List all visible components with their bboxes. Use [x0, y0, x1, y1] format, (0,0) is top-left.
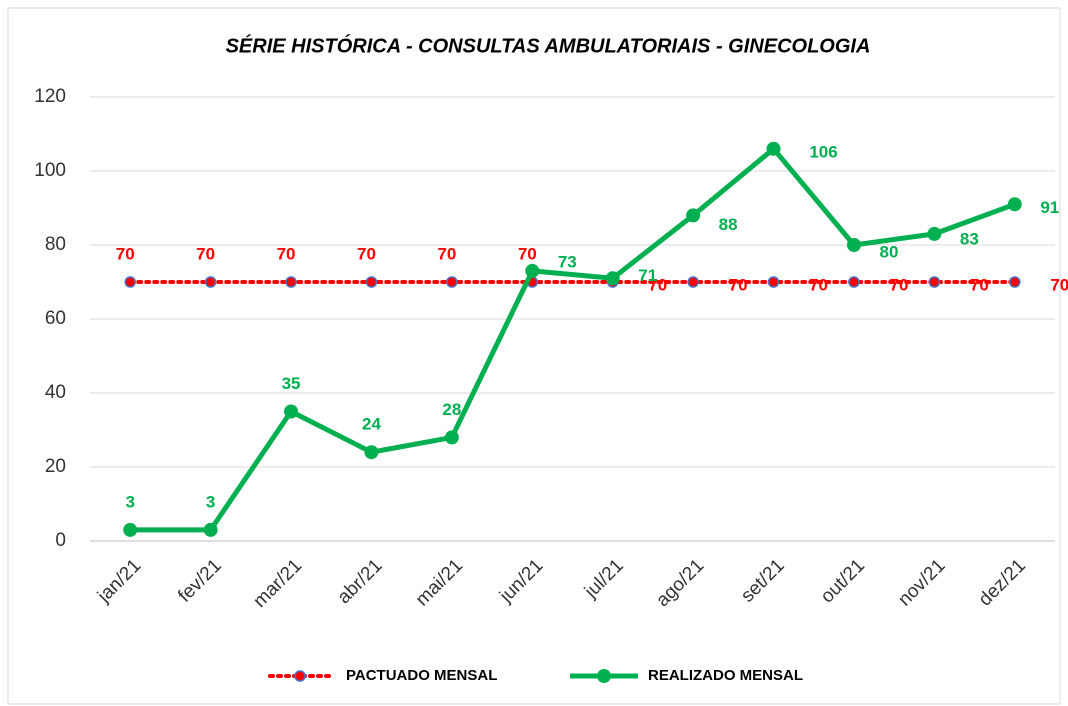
marker — [284, 404, 299, 419]
legend-label: REALIZADO MENSAL — [648, 667, 803, 684]
y-tick-label: 40 — [45, 382, 66, 403]
y-tick-label: 120 — [34, 86, 66, 107]
data-label: 70 — [1050, 275, 1068, 294]
data-label: 70 — [277, 244, 296, 263]
marker — [285, 276, 297, 288]
data-label: 88 — [719, 215, 738, 234]
y-tick-label: 20 — [45, 456, 66, 477]
y-tick-label: 60 — [45, 308, 66, 329]
data-label: 70 — [357, 244, 376, 263]
marker — [204, 276, 217, 288]
marker — [525, 263, 540, 278]
y-tick-label: 100 — [34, 160, 66, 181]
chart-border — [7, 7, 1061, 705]
data-label: 70 — [196, 244, 215, 263]
data-label: 70 — [116, 244, 135, 263]
marker — [203, 522, 218, 537]
legend-marker — [294, 670, 306, 682]
marker — [124, 276, 136, 288]
data-label: 83 — [960, 229, 979, 248]
marker — [605, 271, 620, 286]
data-label: 3 — [206, 492, 215, 511]
data-label: 71 — [638, 266, 657, 285]
marker — [446, 276, 458, 288]
data-label: 24 — [362, 415, 381, 434]
marker — [928, 276, 941, 288]
marker — [123, 522, 138, 537]
data-label: 80 — [879, 242, 898, 261]
data-label: 70 — [437, 244, 456, 263]
marker — [444, 430, 459, 445]
y-tick-label: 0 — [55, 530, 66, 551]
data-label: 73 — [558, 252, 577, 271]
data-label: 28 — [442, 400, 461, 419]
marker — [364, 445, 379, 460]
data-label: 70 — [889, 275, 908, 294]
y-tick-label: 80 — [45, 234, 66, 255]
data-label: 70 — [729, 275, 748, 294]
series-line — [127, 146, 1018, 533]
data-label: 70 — [518, 244, 537, 263]
marker — [365, 276, 378, 288]
marker — [846, 238, 861, 252]
marker — [848, 276, 860, 288]
data-label: 91 — [1040, 198, 1059, 217]
marker — [686, 208, 701, 223]
data-label: 35 — [282, 374, 301, 393]
marker — [766, 141, 781, 156]
marker — [767, 276, 780, 288]
data-label: 70 — [970, 275, 989, 294]
data-label: 106 — [809, 142, 837, 161]
legend-marker — [597, 669, 611, 683]
marker — [1007, 197, 1022, 212]
marker — [687, 276, 699, 288]
data-label: 70 — [648, 275, 667, 294]
marker — [927, 226, 942, 241]
legend-label: PACTUADO MENSAL — [346, 667, 497, 684]
data-label: 3 — [125, 492, 134, 511]
data-label: 70 — [809, 275, 828, 294]
marker — [1009, 276, 1021, 288]
chart-title: SÉRIE HISTÓRICA - CONSULTAS AMBULATORIAI… — [226, 33, 871, 57]
